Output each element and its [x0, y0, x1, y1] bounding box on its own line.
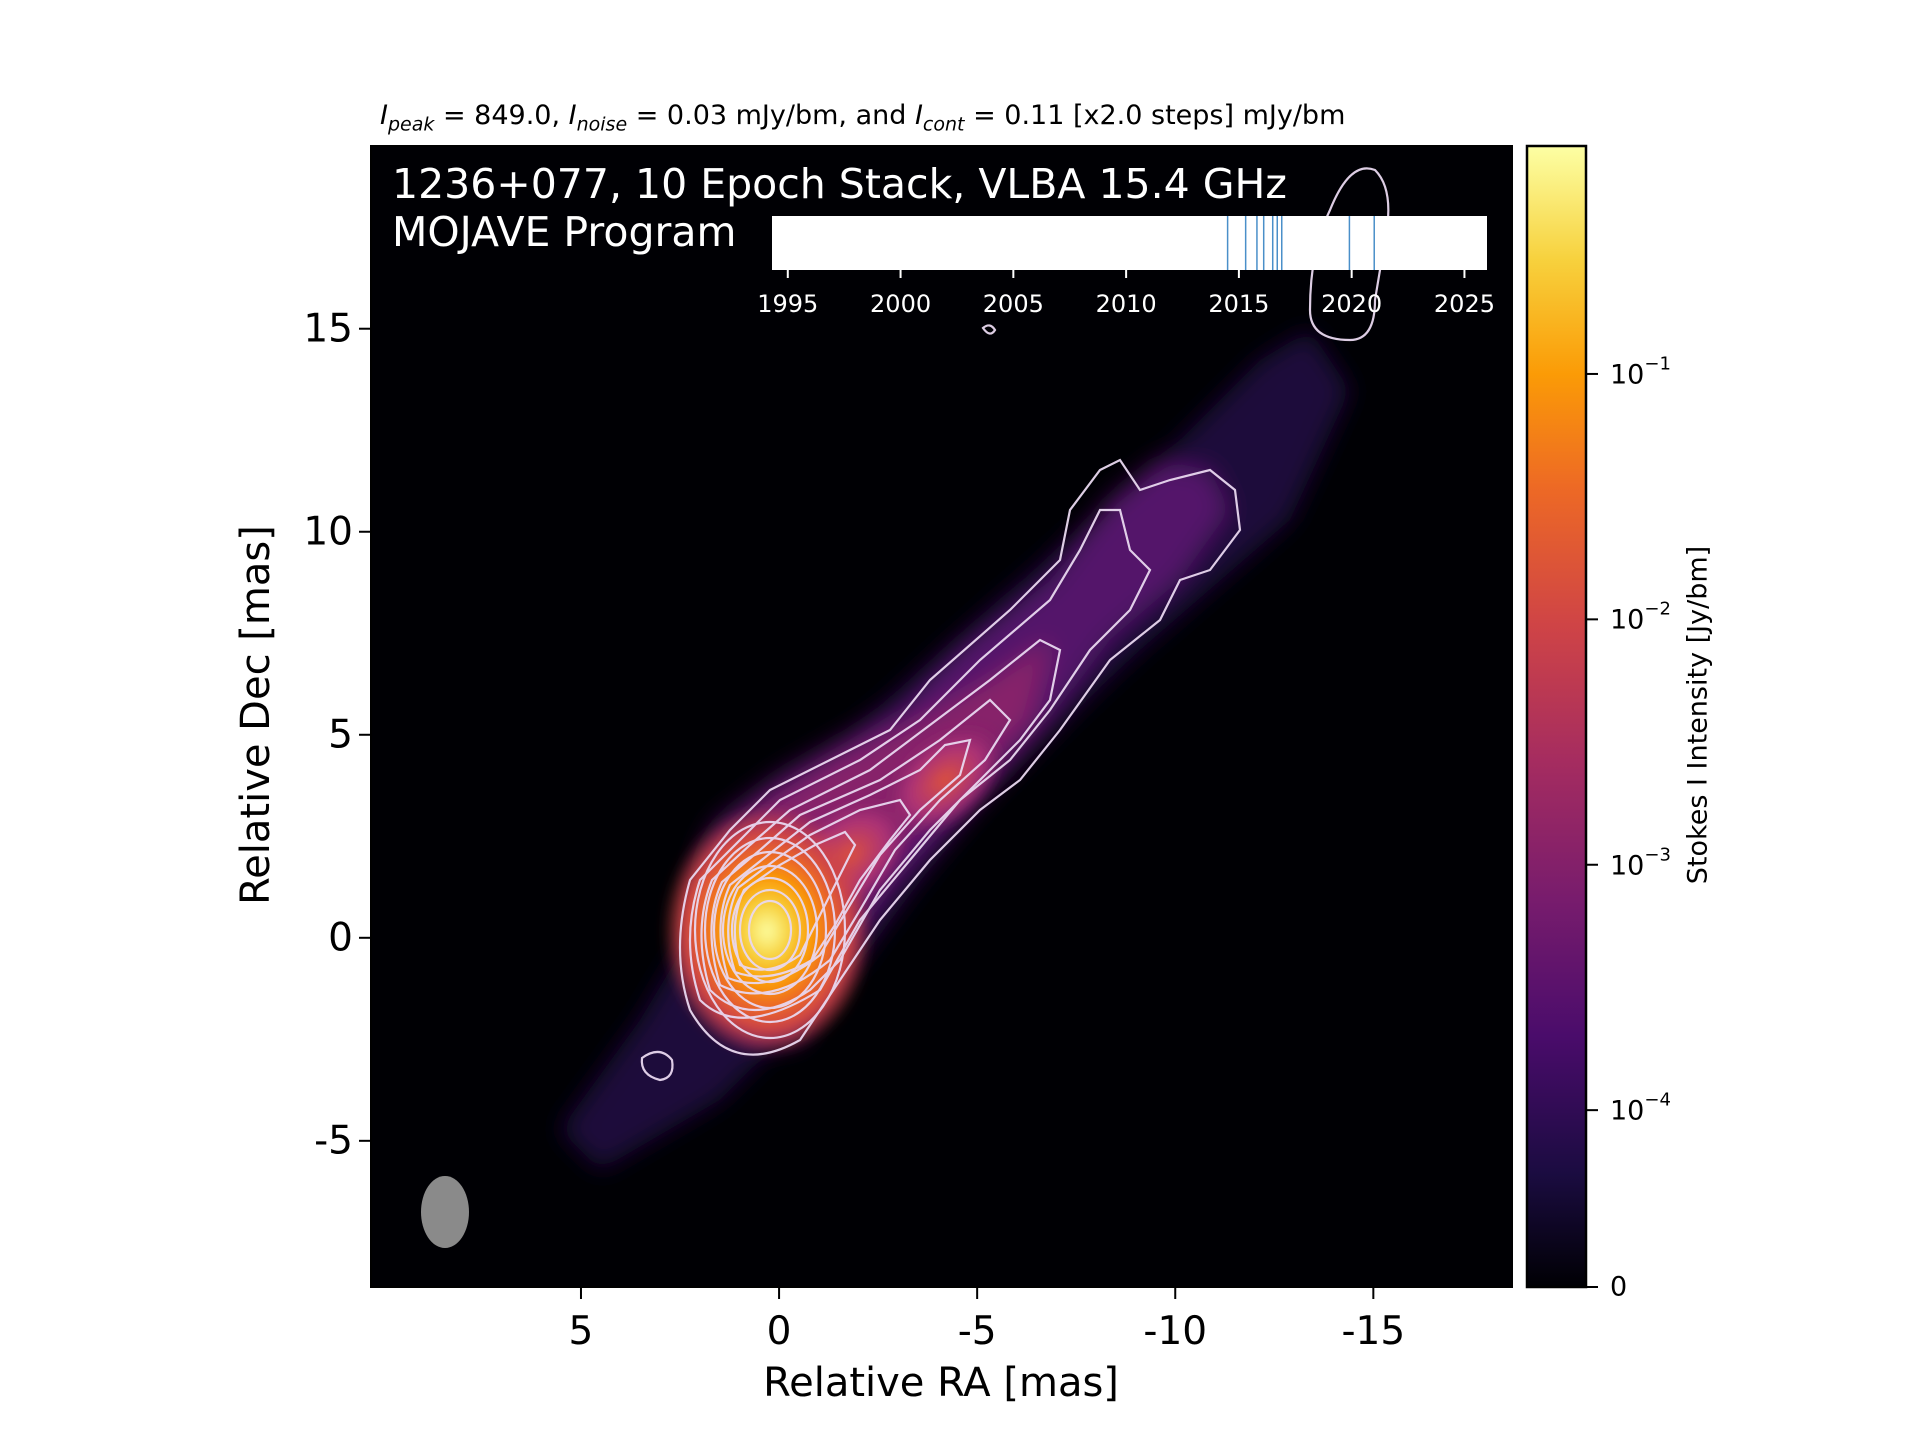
contour-level-9	[703, 836, 837, 1024]
timeline-tick-label: 2025	[1433, 290, 1495, 318]
colorbar-tick-base: 0	[1610, 1271, 1628, 1303]
colorbar-tick-exponent: −2	[1644, 598, 1671, 620]
plot-title-line2: MOJAVE Program	[392, 208, 737, 256]
y-tick-label: 10	[303, 509, 353, 555]
beam-ellipse	[421, 1176, 469, 1248]
colorbar-tick-base: 10	[1610, 1095, 1645, 1127]
contour-level-13	[738, 888, 802, 972]
peak-value: = 849.0,	[434, 100, 569, 131]
colorbar-tick-base: 10	[1610, 604, 1645, 636]
colorbar-tick-label: 10−3	[1610, 844, 1671, 882]
timeline-box	[772, 216, 1487, 270]
colorbar-tick-exponent: −3	[1644, 844, 1671, 866]
contour-set	[640, 167, 1390, 1082]
contour-level-3	[700, 638, 1062, 1011]
colorbar-tick-base: 10	[1610, 850, 1645, 882]
knot-b	[884, 723, 1006, 837]
contour-level-8	[693, 820, 847, 1040]
contour-blob-small	[981, 324, 997, 335]
y-axis-ticks	[359, 327, 371, 1142]
epoch-markers	[1226, 216, 1375, 270]
timeline-tick-label: 2000	[870, 290, 932, 318]
timeline-tick-label: 2020	[1321, 290, 1383, 318]
timeline-ticks	[786, 270, 1466, 278]
noise-peak-header: Ipeak = 849.0, Inoise = 0.03 mJy/bm, and…	[380, 100, 1345, 135]
contour-level-1	[678, 458, 1242, 1056]
colorbar-frame	[1525, 144, 1588, 1289]
contour-level-11	[721, 864, 819, 996]
peak-symbol: I	[380, 100, 388, 131]
x-axis-title: Relative RA [mas]	[763, 1360, 1119, 1406]
cont-symbol: I	[914, 100, 923, 131]
colorbar-tick-exponent: −1	[1644, 353, 1671, 375]
x-axis-ticks	[579, 1287, 1375, 1299]
colorbar-tick-base: 10	[1610, 359, 1645, 391]
plot-frame	[370, 145, 1513, 1288]
y-tick-label: -5	[314, 1118, 353, 1164]
contour-level-6	[727, 798, 912, 978]
contour-level-10	[712, 850, 828, 1010]
contour-level-14	[747, 899, 793, 961]
noise-symbol: I	[568, 100, 577, 131]
colorbar-ticks	[1586, 372, 1598, 1288]
timeline-tick-label: 2015	[1208, 290, 1270, 318]
timeline-tick-label: 2010	[1095, 290, 1157, 318]
x-tick-label: -10	[1143, 1309, 1208, 1354]
y-tick-label: 5	[328, 712, 353, 758]
x-tick-label: 5	[568, 1309, 594, 1354]
timeline-tick-label: 2005	[982, 290, 1044, 318]
y-tick-label: 0	[328, 915, 353, 961]
noise-subscript: noise	[576, 113, 628, 136]
colorbar-tick-label: 0	[1610, 1272, 1627, 1303]
contour-level-12	[730, 876, 810, 984]
colorbar-gradient	[1527, 146, 1586, 1287]
y-axis-title: Relative Dec [mas]	[233, 525, 279, 905]
colorbar-tick-exponent: −4	[1644, 1089, 1671, 1111]
contour-level-4	[710, 698, 1012, 995]
colorbar-tick-label: 10−4	[1610, 1090, 1671, 1127]
colorbar-tick-label: 10−1	[1610, 353, 1671, 391]
timeline-tick-label: 1995	[757, 290, 819, 318]
x-tick-label: 0	[766, 1309, 792, 1354]
contour-level-2	[688, 508, 1152, 1019]
x-tick-label: -15	[1341, 1309, 1406, 1354]
y-tick-label: 15	[303, 306, 353, 352]
cont-subscript: cont	[922, 113, 965, 136]
colorbar-title: Stokes I Intensity [Jy/bm]	[1682, 545, 1714, 885]
plot-title-line1: 1236+077, 10 Epoch Stack, VLBA 15.4 GHz	[392, 160, 1287, 208]
contour-blob-sw	[640, 1050, 674, 1082]
emission-map	[421, 167, 1390, 1248]
peak-subscript: peak	[387, 113, 435, 136]
colorbar-tick-label: 10−2	[1610, 599, 1671, 636]
noise-value: = 0.03 mJy/bm, and	[627, 100, 915, 131]
x-tick-label: -5	[957, 1309, 997, 1354]
cont-value: = 0.11 [x2.0 steps] mJy/bm	[964, 100, 1346, 131]
